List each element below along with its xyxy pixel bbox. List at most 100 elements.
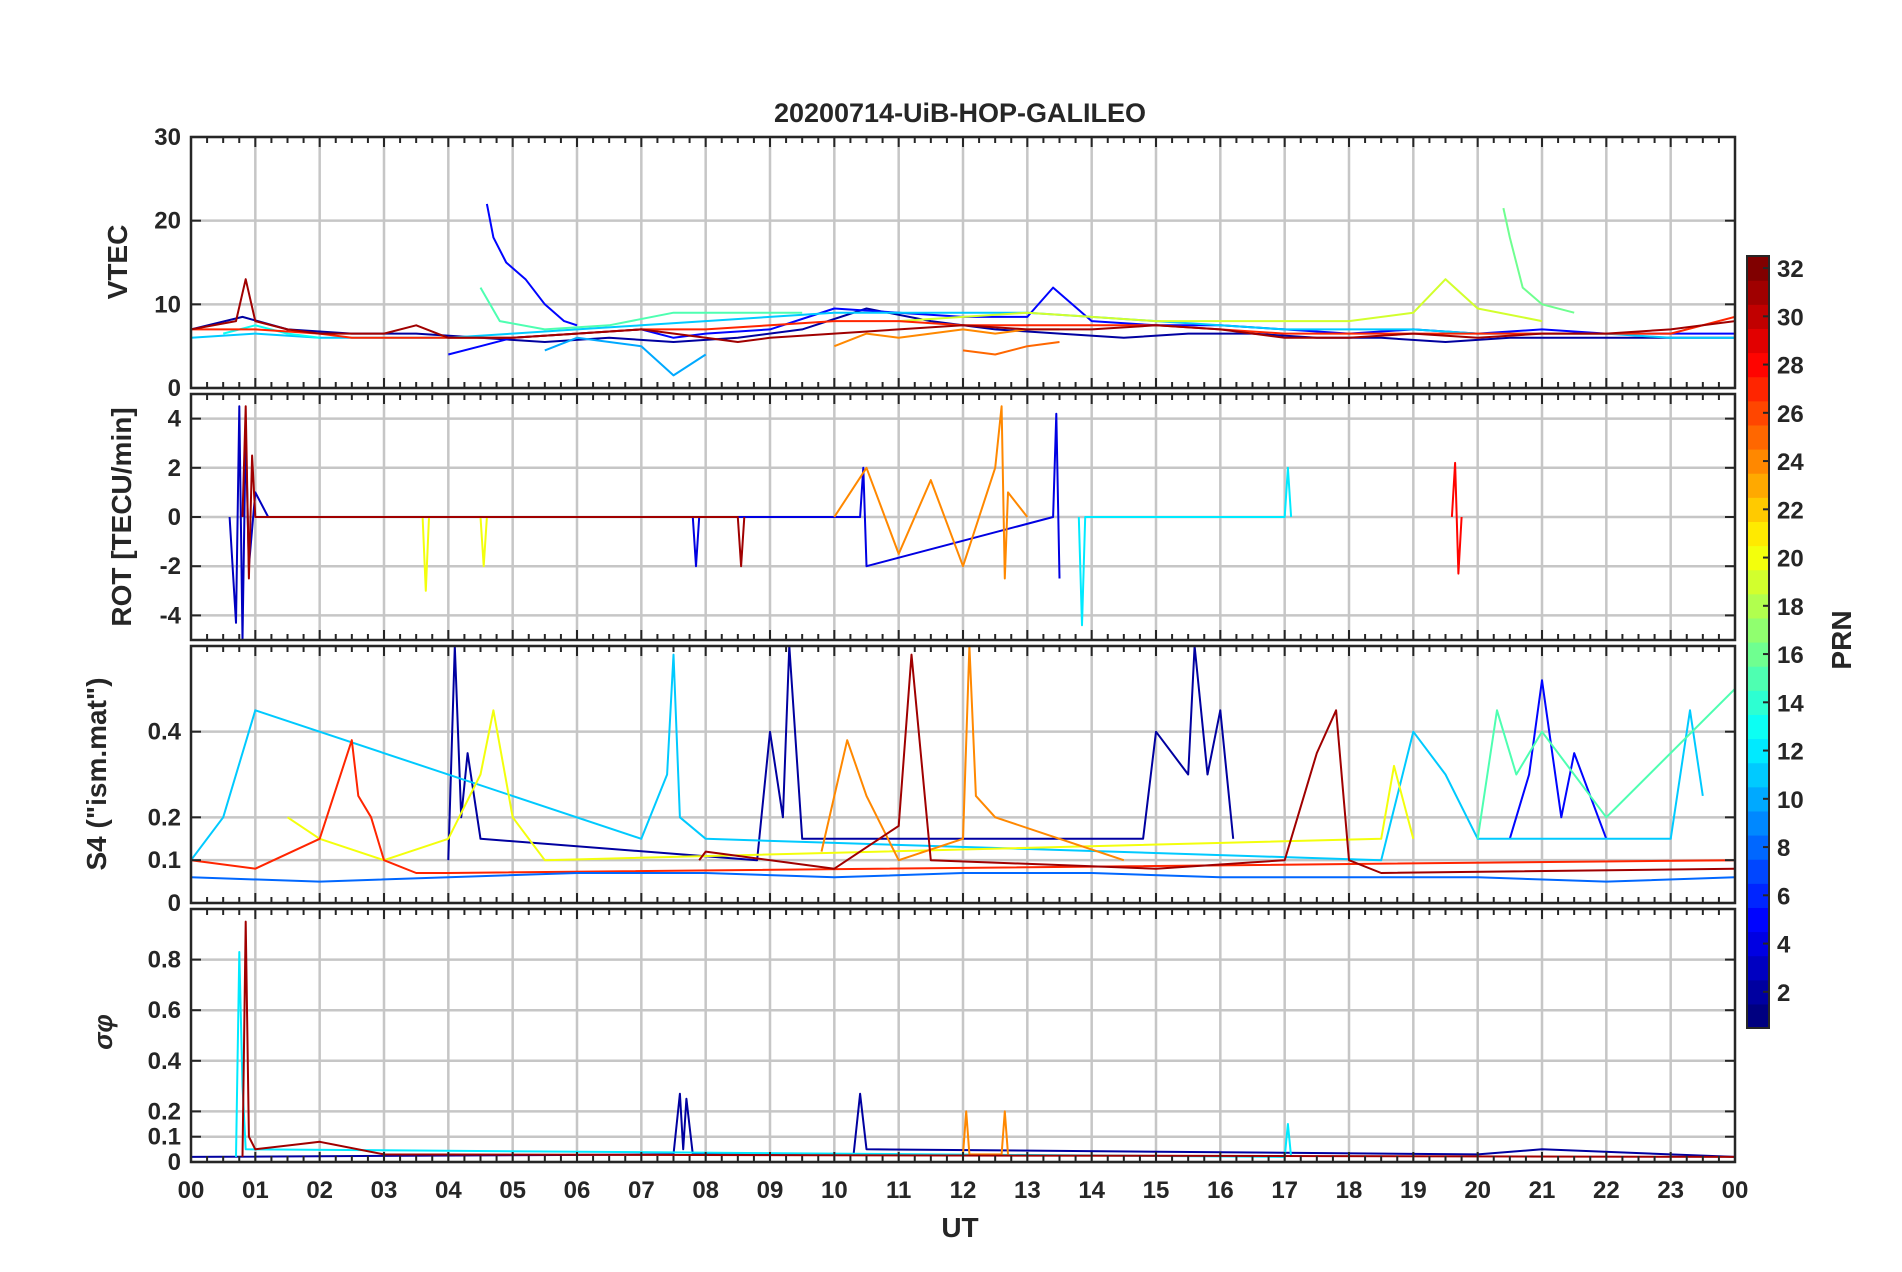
x-tick-label: 11 (886, 1177, 911, 1204)
y-tick-label: 0 (168, 375, 181, 402)
x-tick-label: 04 (435, 1177, 462, 1204)
y-tick-label: 0 (168, 1149, 181, 1176)
series-prn-15 (1476, 688, 1735, 839)
series-prn-31 (698, 653, 1735, 874)
series-prn-2 (447, 646, 1235, 862)
colorbar-segment (1747, 521, 1769, 547)
colorbar-segment (1747, 762, 1769, 788)
series-prn-28 (1450, 461, 1463, 575)
y-tick-label: 0.4 (148, 1048, 182, 1075)
series-prn-3 (228, 405, 270, 640)
x-axis-label: UT (941, 1212, 978, 1243)
series-prn-19 (898, 278, 1543, 323)
x-tick-label: 20 (1464, 1177, 1491, 1204)
y-axis-label-vtec: VTEC (102, 225, 133, 300)
colorbar-tick-label: 26 (1777, 401, 1804, 428)
series-prn-5 (485, 203, 578, 327)
colorbar-tick-label: 30 (1777, 304, 1804, 331)
colorbar-tick-label: 16 (1777, 642, 1804, 669)
x-tick-label: 19 (1400, 1177, 1427, 1204)
colorbar-segment (1747, 714, 1769, 740)
y-axis-label-s4: S4 ("ism.mat") (81, 677, 112, 870)
x-tick-label: 10 (821, 1177, 848, 1204)
x-tick-label: 12 (950, 1177, 977, 1204)
colorbar-tick-label: 32 (1777, 256, 1804, 283)
y-tick-label: 0.1 (148, 847, 181, 874)
colorbar-segment (1747, 593, 1769, 619)
y-tick-label: 30 (154, 124, 181, 151)
colorbar-tick-label: 6 (1777, 883, 1790, 910)
y-tick-label: 0 (168, 504, 181, 531)
series-prn-31 (241, 920, 1735, 1158)
x-tick-label: 09 (757, 1177, 784, 1204)
series-prn-12 (1077, 466, 1293, 627)
y-tick-label: 0.2 (148, 1098, 181, 1125)
colorbar-tick-label: 10 (1777, 787, 1804, 814)
colorbar-tick-label: 18 (1777, 594, 1804, 621)
colorbar-segment (1747, 352, 1769, 378)
y-tick-label: 20 (154, 208, 181, 235)
x-axis-ticks: 00 01 02 03 04 05 06 07 08 09 10 11 12 13 14 15 16 17 18 19… (178, 1177, 1749, 1204)
y-axis-label-sigma_phi: σφ (88, 1014, 118, 1050)
series-prn-31 (191, 278, 1735, 343)
y-axis-label-rot: ROT [TECU/min] (106, 407, 137, 626)
series-prn-16 (1502, 207, 1575, 314)
colorbar-segment (1747, 786, 1769, 812)
colorbar-segment (1747, 642, 1769, 667)
series-group (191, 646, 1735, 883)
x-tick-label: 01 (242, 1177, 269, 1204)
colorbar-segment (1747, 810, 1769, 836)
series-group (228, 405, 1463, 640)
y-tick-label: 0.1 (148, 1124, 181, 1151)
chart-title: 20200714-UiB-HOP-GALILEO (774, 98, 1146, 128)
series-prn-5 (1508, 679, 1608, 840)
colorbar-segment (1747, 835, 1769, 860)
y-tick-label: 2 (168, 455, 181, 482)
y-tick-label: 0.8 (148, 947, 181, 974)
colorbar-segment (1747, 907, 1769, 933)
series-prn-27 (191, 315, 1735, 339)
series-prn-15 (479, 287, 803, 331)
panel-vtec: 0 10 20 30 VTEC (102, 124, 1737, 402)
y-tick-label: 0.2 (148, 804, 181, 831)
x-tick-label: 00 (178, 1177, 205, 1204)
x-tick-label: 22 (1593, 1177, 1620, 1204)
y-tick-label: 0.6 (148, 997, 181, 1024)
x-tick-label: 21 (1529, 1177, 1556, 1204)
colorbar-tick-label: 22 (1777, 497, 1804, 524)
y-tick-label: 0.4 (148, 719, 182, 746)
colorbar-segment (1747, 859, 1769, 884)
colorbar-frame (1746, 255, 1770, 1029)
colorbar-tick-label: 20 (1777, 546, 1804, 573)
colorbar-tick-label: 12 (1777, 739, 1804, 766)
series-group (191, 203, 1735, 377)
colorbar-label: PRN (1826, 610, 1857, 669)
colorbar-tick-label: 8 (1777, 835, 1790, 862)
colorbar-segment (1747, 280, 1769, 305)
colorbar-segment (1747, 931, 1769, 957)
series-prn-27 (191, 739, 1735, 874)
series-prn-20 (421, 516, 488, 592)
x-tick-label: 14 (1078, 1177, 1105, 1204)
panel-sigma_phi: 00.10.2 0.4 0.6 0.8 σφ (88, 907, 1737, 1176)
x-tick-label: 07 (628, 1177, 655, 1204)
x-tick-label: 00 (1722, 1177, 1749, 1204)
colorbar-segment (1747, 545, 1769, 571)
colorbar-segment (1747, 569, 1769, 595)
colorbar-segment (1747, 256, 1769, 281)
x-tick-label: 15 (1143, 1177, 1170, 1204)
y-tick-label: -2 (160, 553, 181, 580)
colorbar-segment (1747, 617, 1769, 643)
x-tick-label: 18 (1336, 1177, 1363, 1204)
series-prn-8 (191, 872, 1735, 883)
x-tick-label: 06 (564, 1177, 591, 1204)
series-prn-24 (833, 405, 1029, 580)
x-tick-label: 03 (371, 1177, 398, 1204)
y-tick-label: 10 (154, 291, 181, 318)
x-tick-label: 05 (499, 1177, 526, 1204)
series-prn-25 (962, 341, 1060, 356)
series-prn-10 (544, 336, 707, 377)
series-prn-24 (962, 1110, 1009, 1156)
